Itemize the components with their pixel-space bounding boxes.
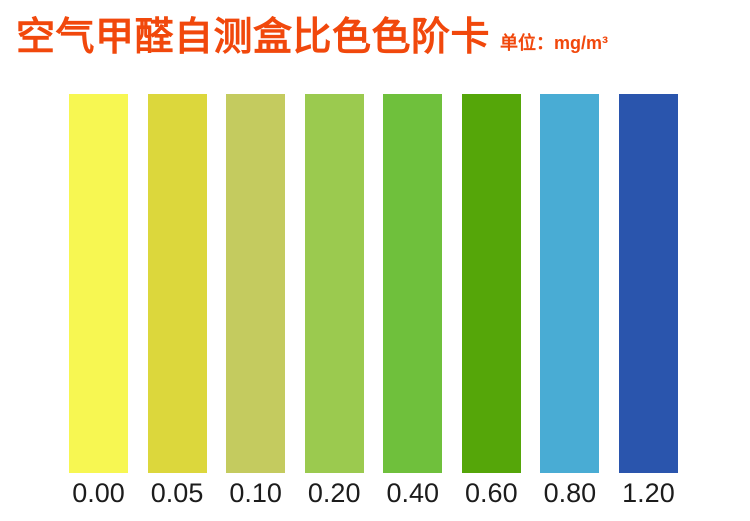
color-step: 0.00 [69, 94, 128, 507]
concentration-label: 0.10 [229, 478, 282, 508]
concentration-label: 0.80 [543, 478, 597, 508]
color-swatch [618, 94, 678, 473]
concentration-label: 0.60 [465, 478, 518, 508]
concentration-label: 0.20 [307, 478, 361, 508]
color-step: 0.60 [461, 94, 521, 508]
color-swatch [69, 94, 128, 473]
concentration-label: 0.00 [72, 478, 125, 508]
header: 空气甲醛自测盒比色色阶卡 单位：mg/m³ [16, 14, 608, 60]
page-title: 空气甲醛自测盒比色色阶卡 [16, 14, 491, 60]
concentration-label: 1.20 [622, 478, 675, 508]
color-swatch [461, 94, 521, 473]
color-swatch [147, 94, 207, 473]
color-swatch [540, 94, 600, 473]
color-steps-row: 0.00 0.05 0.10 0.20 0.40 0.60 0.80 1.20 [69, 94, 678, 507]
color-step: 0.80 [540, 94, 600, 508]
color-step: 0.05 [147, 94, 207, 508]
color-swatch [226, 94, 286, 473]
color-step: 1.20 [618, 94, 678, 508]
concentration-label: 0.05 [150, 478, 204, 508]
color-swatch [383, 94, 443, 473]
unit-label: 单位：mg/m³ [500, 33, 609, 54]
color-swatch [304, 94, 364, 473]
color-step: 0.10 [226, 94, 286, 508]
color-step: 0.40 [383, 94, 443, 508]
concentration-label: 0.40 [386, 478, 440, 508]
color-step: 0.20 [304, 94, 364, 508]
